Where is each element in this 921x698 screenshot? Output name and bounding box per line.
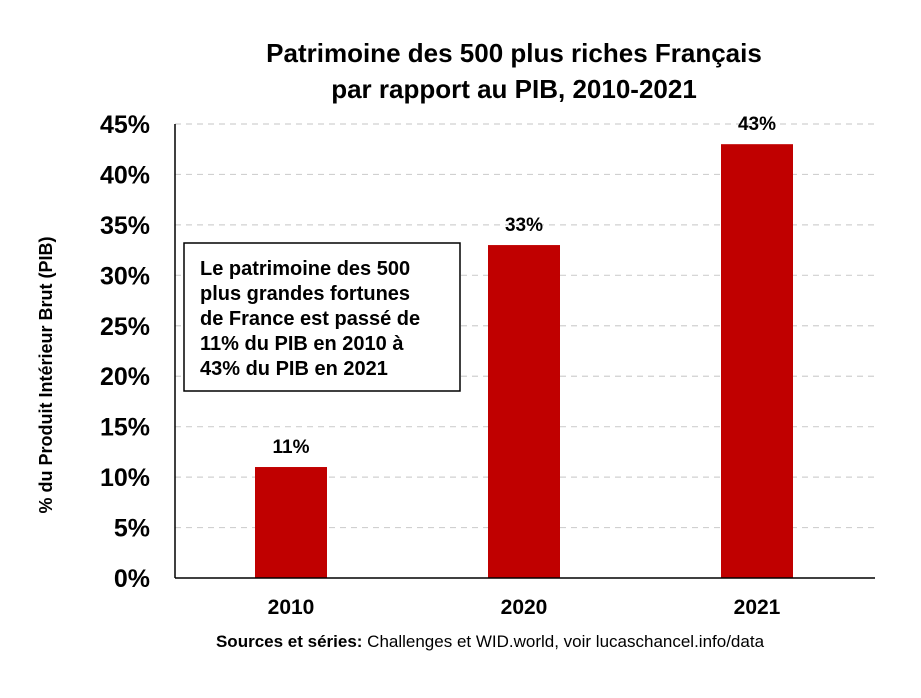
x-tick-label: 2021 (734, 596, 781, 619)
x-tick-label: 2020 (501, 596, 548, 619)
annotation-box (183, 242, 461, 392)
bar-2010 (255, 467, 327, 578)
y-tick-label: 20% (100, 363, 150, 391)
annotation-line: Le patrimoine des 500 (200, 258, 410, 280)
source-note: Sources et séries: Challenges et WID.wor… (216, 632, 765, 651)
y-axis-label: % du Produit Intérieur Brut (PIB) (36, 236, 56, 513)
chart-title-line: par rapport au PIB, 2010-2021 (331, 74, 697, 104)
y-tick-label: 15% (100, 414, 150, 442)
annotation-line: de France est passé de (200, 308, 420, 330)
y-tick-label: 40% (100, 161, 150, 189)
y-tick-label: 10% (100, 464, 150, 492)
y-tick-label: 45% (100, 111, 150, 139)
source-label: Sources et séries: (216, 632, 362, 651)
data-label: 11% (273, 437, 310, 458)
chart-title-line: Patrimoine des 500 plus riches Français (266, 38, 762, 68)
labels: Patrimoine des 500 plus riches Français p… (183, 38, 776, 651)
bar-2020 (488, 245, 560, 579)
source-text: Challenges et WID.world, voir lucaschanc… (362, 632, 764, 651)
y-tick-label: 5% (114, 515, 150, 543)
bar-2021 (721, 144, 793, 578)
data-label: 43% (738, 114, 776, 135)
y-tick-label: 0% (114, 565, 150, 593)
y-tick-label: 35% (100, 212, 150, 240)
axes: 0% 5% 10% 15% 20% 25% 30% 35% 40% 45% 2010 2020 2021… (36, 111, 875, 619)
y-tick-label: 25% (100, 313, 150, 341)
x-tick-label: 2010 (268, 596, 315, 619)
annotation-line: 43% du PIB en 2021 (200, 358, 388, 380)
data-label: 33% (505, 215, 543, 236)
annotation-line: 11% du PIB en 2010 à (200, 333, 404, 355)
annotation-line: plus grandes fortunes (200, 283, 410, 305)
bars (255, 144, 793, 579)
y-tick-label: 30% (100, 262, 150, 290)
